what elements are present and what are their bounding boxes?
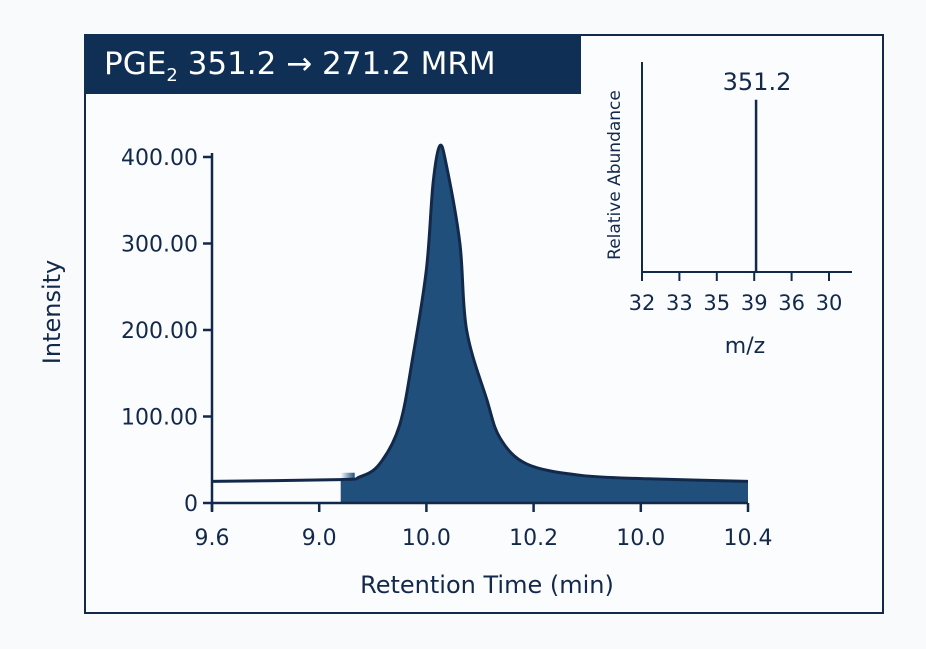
y-tick-label: 200.00 xyxy=(121,319,198,344)
x-tick-label: 9.0 xyxy=(302,526,337,551)
inset-x-tick-label: 33 xyxy=(666,291,693,315)
area-fade xyxy=(340,472,355,503)
y-tick-label: 400.00 xyxy=(121,146,198,171)
chart-title: PGE2 351.2 → 271.2 MRM xyxy=(84,34,581,94)
x-tick-label: 9.6 xyxy=(195,526,230,551)
y-tick-label: 100.00 xyxy=(121,406,198,431)
inset-x-tick-label: 32 xyxy=(629,291,656,315)
x-tick-label: 10.0 xyxy=(402,526,451,551)
x-axis-label: Retention Time (min) xyxy=(360,571,614,599)
inset-peak-label: 351.2 xyxy=(723,68,792,96)
y-tick-label: 300.00 xyxy=(121,233,198,258)
inset-x-tick-label: 36 xyxy=(778,291,805,315)
chart-frame xyxy=(84,34,884,614)
x-tick-label: 10.2 xyxy=(509,526,558,551)
inset-y-label: Relative Abundance xyxy=(605,90,625,260)
title-rest: 351.2 → 271.2 MRM xyxy=(177,46,496,82)
inset-x-tick-label: 30 xyxy=(816,291,843,315)
peak-area xyxy=(340,145,748,503)
title-subscript: 2 xyxy=(166,65,178,87)
title-main: PGE xyxy=(104,46,167,82)
inset-x-label: m/z xyxy=(725,334,765,359)
x-tick-label: 10.4 xyxy=(724,526,773,551)
y-tick-label: 0 xyxy=(184,492,198,517)
inset-x-tick-label: 39 xyxy=(741,291,768,315)
y-axis-label: Intensity xyxy=(38,260,66,364)
x-tick-label: 10.0 xyxy=(616,526,665,551)
chromatogram-line xyxy=(211,143,749,483)
inset-x-tick-label: 35 xyxy=(703,291,730,315)
